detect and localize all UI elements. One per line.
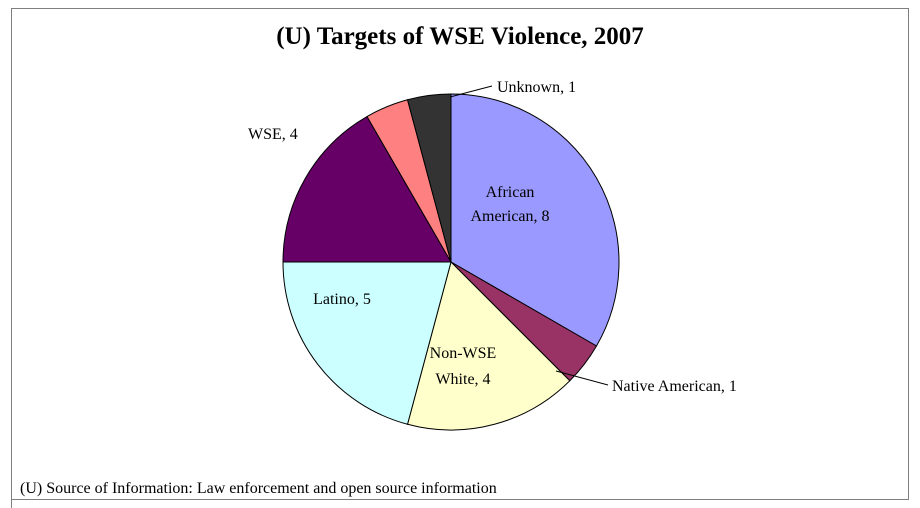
slice-label-line: Latino, 5 xyxy=(313,291,371,308)
pie-slice xyxy=(406,261,571,431)
slice-label-line: Native American, 1 xyxy=(612,378,737,395)
slice-label: Non-WSE White, 4 xyxy=(430,345,497,388)
slice-label-line: American, 8 xyxy=(470,208,549,225)
slice-label: Unknown, 1 xyxy=(497,79,576,96)
source-note: (U) Source of Information: Law enforceme… xyxy=(20,480,497,497)
pie-slice xyxy=(282,115,452,263)
slice-label-line: African xyxy=(486,184,535,201)
slice-label-line: Unknown, 1 xyxy=(497,79,576,96)
slice-label: African American, 8 xyxy=(470,184,549,225)
leader-line xyxy=(555,370,609,386)
frame-edge xyxy=(11,500,12,508)
slice-label-line: WSE, 4 xyxy=(248,126,298,143)
slice-label-line: Non-WSE xyxy=(430,345,497,362)
leader-line xyxy=(449,85,493,98)
chart-title: (U) Targets of WSE Violence, 2007 xyxy=(276,23,644,50)
slice-label-line: White, 4 xyxy=(435,371,490,388)
pie-slice xyxy=(282,261,452,425)
pie-slice xyxy=(450,93,620,347)
slice-label: WSE, 4 xyxy=(248,126,298,143)
slice-label: Native American, 1 xyxy=(612,378,737,395)
pie-slice xyxy=(406,93,452,263)
slice-label: Latino, 5 xyxy=(313,291,371,308)
